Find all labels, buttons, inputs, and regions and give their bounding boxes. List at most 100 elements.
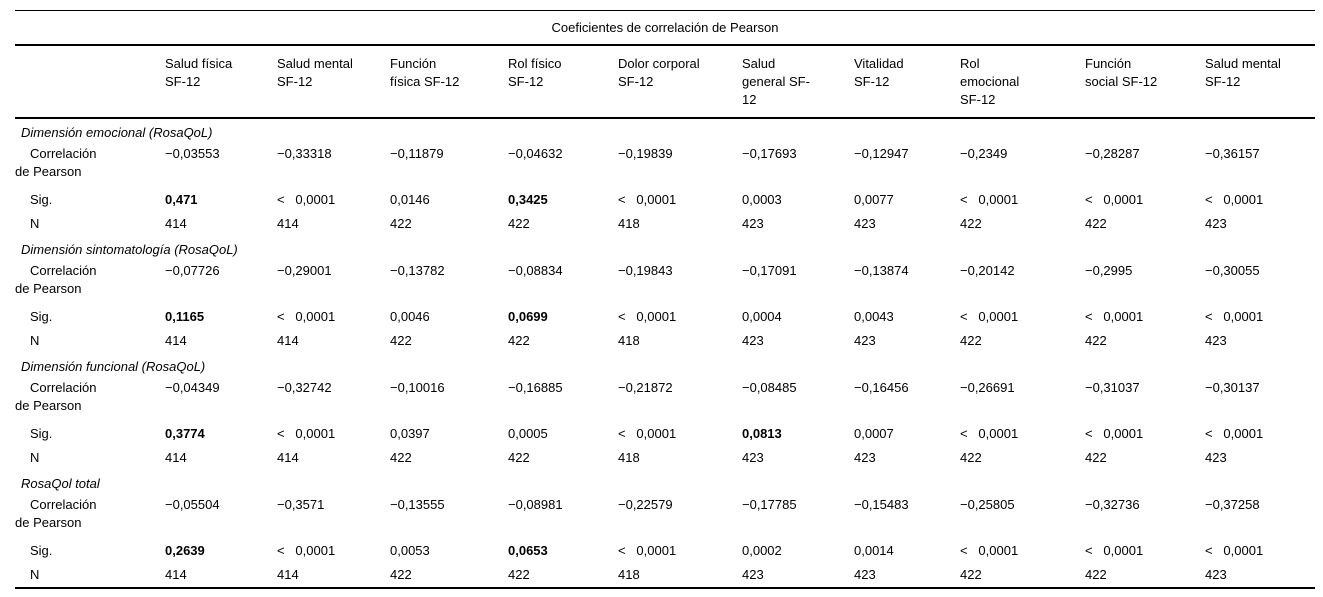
table-cell: 0,0005 (508, 426, 548, 441)
table-cell: 423 (742, 567, 764, 582)
table-cell: 0,0043 (854, 309, 894, 324)
group-header-cell: Dimensión emocional (RosaQoL) (15, 118, 1315, 143)
pearson-table: Salud física SF-12 Salud mental SF-12 Funció… (15, 46, 1315, 589)
table-cell: 0,0007 (854, 426, 894, 441)
table-cell: < 0,0001 (277, 309, 336, 324)
table-cell: 422 (390, 333, 412, 348)
column-header-line: SF-12 (277, 74, 313, 89)
header-row: Salud física SF-12 Salud mental SF-12 Funció… (15, 46, 1315, 118)
row-label-cell: Sig. (15, 305, 165, 329)
column-header-line: física SF-12 (390, 74, 460, 89)
table-cell: 423 (742, 450, 764, 465)
row-label-cell: N (15, 563, 165, 588)
table-cell: 0,0003 (742, 192, 782, 207)
table-cell: −0,36157 (1205, 146, 1260, 161)
column-header-line: SF-12 (618, 74, 654, 89)
table-cell: < 0,0001 (1205, 192, 1264, 207)
table-cell: 414 (277, 567, 299, 582)
table-cell: 0,3425 (508, 192, 548, 207)
table-cell: < 0,0001 (960, 543, 1019, 558)
table-cell: 422 (1085, 450, 1107, 465)
table-cell: 0,0397 (390, 426, 430, 441)
table-cell: −0,33318 (277, 146, 332, 161)
table-cell: 423 (854, 333, 876, 348)
row-label: Correlación (30, 380, 97, 395)
table-body: Dimensión emocional (RosaQoL) Correlación… (15, 118, 1315, 588)
table-cell: −0,04349 (165, 380, 220, 395)
table-cell: −0,04632 (508, 146, 563, 161)
table-cell: −0,22579 (618, 497, 673, 512)
n-row: N 414 414 422 422 418 423 423 422 422 423 (15, 563, 1315, 588)
table-cell: 0,2639 (165, 543, 205, 558)
table-cell: −0,17785 (742, 497, 797, 512)
table-cell: −0,31037 (1085, 380, 1140, 395)
table-cell: 422 (960, 216, 982, 231)
table-cell: 422 (508, 450, 530, 465)
table-cell: 422 (390, 216, 412, 231)
correlation-row: Correlación de Pearson −0,04349 −0,32742 −0,… (15, 377, 1315, 422)
table-cell: 0,0813 (742, 426, 782, 441)
group-header-cell: Dimensión funcional (RosaQoL) (15, 353, 1315, 377)
row-label: Sig. (30, 543, 53, 558)
table-cell: −0,17091 (742, 263, 797, 278)
column-header: Función física SF-12 (390, 46, 508, 118)
table-cell: 423 (854, 450, 876, 465)
table-cell: < 0,0001 (1085, 543, 1144, 558)
table-cell: −0,16885 (508, 380, 563, 395)
table-cell: 423 (1205, 450, 1227, 465)
table-cell: 0,1165 (165, 309, 205, 324)
table-cell: −0,19843 (618, 263, 673, 278)
table-cell: −0,28287 (1085, 146, 1140, 161)
column-header-line: 12 (742, 92, 757, 107)
table-cell: −0,08485 (742, 380, 797, 395)
table-cell: 0,0046 (390, 309, 430, 324)
row-label-cell: N (15, 329, 165, 353)
table-cell: −0,13782 (390, 263, 445, 278)
group-header-cell: Dimensión sintomatología (RosaQoL) (15, 236, 1315, 260)
table-cell: 423 (742, 333, 764, 348)
group-label: RosaQol total (21, 476, 100, 491)
table-cell: −0,05504 (165, 497, 220, 512)
table-cell: 0,0146 (390, 192, 430, 207)
table-cell: 423 (1205, 333, 1227, 348)
table-cell: −0,15483 (854, 497, 909, 512)
table-cell: −0,07726 (165, 263, 220, 278)
column-header-line: Salud (742, 56, 776, 71)
table-cell: 0,0077 (854, 192, 894, 207)
column-header: Salud mental SF-12 (277, 46, 390, 118)
table-cell: 0,0014 (854, 543, 894, 558)
table-cell: 423 (1205, 567, 1227, 582)
row-label-continuation: de Pearson (15, 164, 82, 179)
table-cell: 0,0653 (508, 543, 548, 558)
row-label: Sig. (30, 309, 53, 324)
table-cell: 0,471 (165, 192, 198, 207)
table-cell: < 0,0001 (618, 543, 677, 558)
column-header: Rol emocional SF-12 (960, 46, 1085, 118)
column-header-line: SF-12 (854, 74, 890, 89)
table-cell: 414 (277, 216, 299, 231)
table-cell: < 0,0001 (277, 192, 336, 207)
row-label-cell: Correlación de Pearson (15, 260, 165, 305)
table-cell: −0,13555 (390, 497, 445, 512)
table-cell: 414 (165, 216, 187, 231)
sig-row: Sig. 0,3774 < 0,0001 0,0397 0,0005 < 0,0001 0,… (15, 422, 1315, 446)
table-cell: 423 (854, 567, 876, 582)
column-header-line: SF-12 (960, 92, 996, 107)
group-header-cell: RosaQol total (15, 470, 1315, 494)
table-cell: 418 (618, 567, 640, 582)
column-header: Salud mental SF-12 (1205, 46, 1315, 118)
table-cell: < 0,0001 (618, 309, 677, 324)
column-header-line: Dolor corporal (618, 56, 700, 71)
correlation-row: Correlación de Pearson −0,05504 −0,3571 −0,1… (15, 494, 1315, 539)
column-header: Rol físico SF-12 (508, 46, 618, 118)
column-header-line: Rol físico (508, 56, 562, 71)
header-spacer (15, 46, 165, 118)
row-label: Sig. (30, 192, 53, 207)
row-label: N (30, 450, 40, 465)
table-cell: 414 (165, 333, 187, 348)
row-label: Correlación (30, 497, 97, 512)
correlation-row: Correlación de Pearson −0,03553 −0,33318 −0,… (15, 143, 1315, 188)
table-cell: < 0,0001 (960, 309, 1019, 324)
table-cell: −0,21872 (618, 380, 673, 395)
table-cell: < 0,0001 (1085, 192, 1144, 207)
